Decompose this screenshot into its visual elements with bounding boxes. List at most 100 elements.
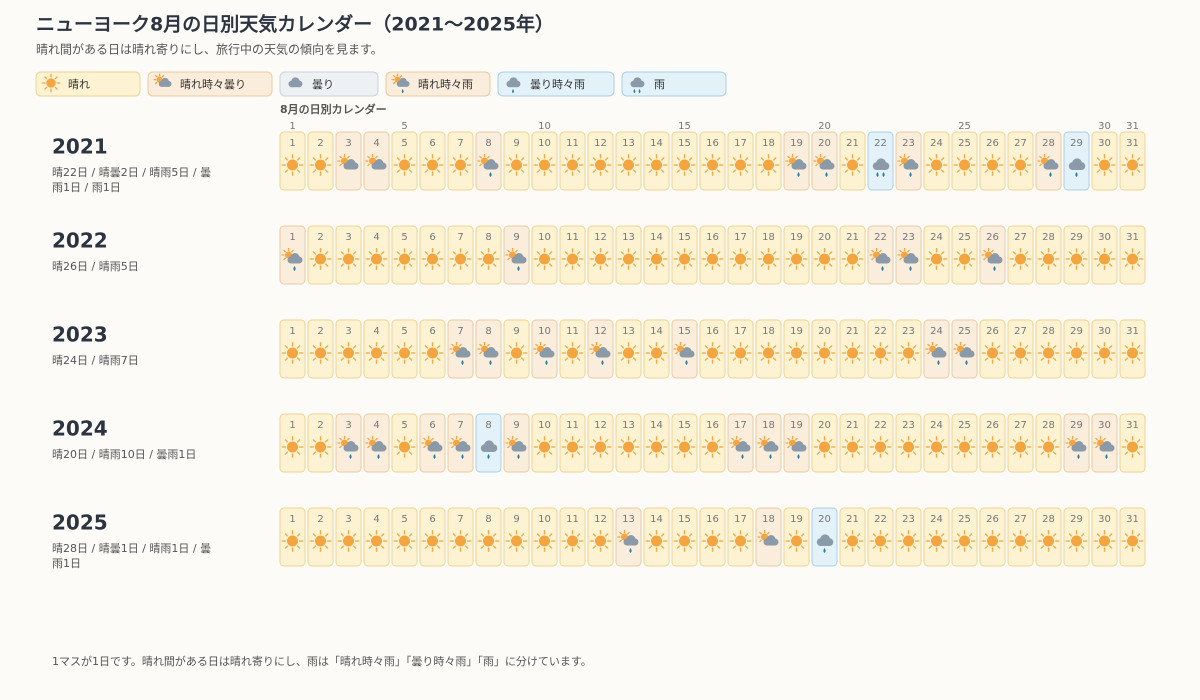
sun <box>371 535 382 547</box>
sun <box>679 535 690 547</box>
sun-ray <box>787 445 790 449</box>
sun-ray <box>928 169 933 173</box>
sun-ray <box>492 263 497 267</box>
day-number: 18 <box>762 232 775 243</box>
sun-ray <box>312 157 317 161</box>
sun-ray <box>396 169 401 173</box>
sun-ray <box>576 439 581 443</box>
day-number: 11 <box>566 514 579 525</box>
sun-ray <box>620 263 625 267</box>
day-number: 10 <box>538 420 551 431</box>
sun-ray <box>592 451 597 455</box>
sun-ray <box>884 345 889 349</box>
sun-ray <box>928 251 933 255</box>
sun-ray <box>940 533 945 537</box>
sun-ray <box>984 545 989 549</box>
sun-ray <box>380 357 385 361</box>
sun-ray <box>564 169 569 173</box>
sun-ray <box>648 251 653 255</box>
sun-ray <box>548 251 553 255</box>
sun-ray <box>507 257 510 261</box>
day-number: 19 <box>790 326 803 337</box>
day-number: 5 <box>401 420 407 431</box>
sun-ray <box>844 451 849 455</box>
sun-ray <box>1096 545 1101 549</box>
sun <box>763 253 774 265</box>
day-number: 22 <box>874 138 887 149</box>
sun-ray <box>408 545 413 549</box>
sun-ray <box>1096 263 1101 267</box>
day-number: 23 <box>902 514 915 525</box>
sun-ray <box>955 343 958 347</box>
sun-ray <box>564 533 569 537</box>
sun-ray <box>1068 251 1073 255</box>
sun-ray <box>648 169 653 173</box>
sun-ray <box>604 263 609 267</box>
sun-ray <box>907 155 910 159</box>
sun-ray <box>772 263 777 267</box>
sun-ray <box>620 357 625 361</box>
sun-ray <box>676 263 681 267</box>
sun-ray <box>452 533 457 537</box>
day-number: 15 <box>678 420 691 431</box>
rain-drop <box>433 454 436 459</box>
day-number: 22 <box>874 514 887 525</box>
sun-ray <box>732 251 737 255</box>
day-number: 16 <box>706 420 719 431</box>
day-number: 21 <box>846 232 859 243</box>
cloud <box>599 353 607 358</box>
sun-ray <box>436 169 441 173</box>
sun-ray <box>1124 251 1129 255</box>
sun <box>791 535 802 547</box>
sun-ray <box>1012 169 1017 173</box>
sun-ray <box>688 157 693 161</box>
legend-label: 雨 <box>654 78 665 91</box>
legend-label: 曇り時々雨 <box>530 78 585 91</box>
sun-ray <box>367 437 370 441</box>
sun-ray <box>1124 545 1129 549</box>
sun-ray <box>564 263 569 267</box>
sun-ray <box>732 357 737 361</box>
sun-ray <box>548 545 553 549</box>
rain-drop <box>487 454 490 459</box>
day-number: 13 <box>622 420 635 431</box>
sun-ray <box>675 351 678 355</box>
day-number: 30 <box>1098 514 1111 525</box>
sun-ray <box>1080 263 1085 267</box>
sun-ray <box>968 157 973 161</box>
year-summary: 晴28日 / 晴曇1日 / 晴雨1日 / 曇雨1日 <box>52 542 212 570</box>
sun-ray <box>604 169 609 173</box>
sun-ray <box>660 169 665 173</box>
sun-ray <box>507 445 510 449</box>
sun <box>707 441 718 453</box>
sun-ray <box>760 345 765 349</box>
sun-ray <box>155 81 158 85</box>
sun <box>1127 159 1138 171</box>
sun-ray <box>704 533 709 537</box>
sun-ray <box>688 251 693 255</box>
sun-ray <box>676 157 681 161</box>
sun-ray <box>312 263 317 267</box>
rain-drop <box>377 454 380 459</box>
day-number: 4 <box>373 514 379 525</box>
cloud <box>347 165 355 170</box>
day-number: 27 <box>1014 514 1027 525</box>
day-number: 24 <box>930 232 943 243</box>
sun-ray <box>564 157 569 161</box>
rain-drop <box>797 454 800 459</box>
sun-ray <box>1040 263 1045 267</box>
sun-ray <box>548 451 553 455</box>
day-number: 12 <box>594 232 607 243</box>
sun-ray <box>375 155 378 159</box>
day-number: 7 <box>457 514 463 525</box>
day-number: 25 <box>958 420 971 431</box>
day-number: 31 <box>1126 138 1139 149</box>
sun <box>371 347 382 359</box>
sun <box>1099 159 1110 171</box>
sun-ray <box>968 263 973 267</box>
sun-ray <box>520 545 525 549</box>
sun-ray <box>347 155 350 159</box>
rain-drop <box>876 172 879 177</box>
sun-ray <box>828 345 833 349</box>
sun-ray <box>1047 155 1050 159</box>
